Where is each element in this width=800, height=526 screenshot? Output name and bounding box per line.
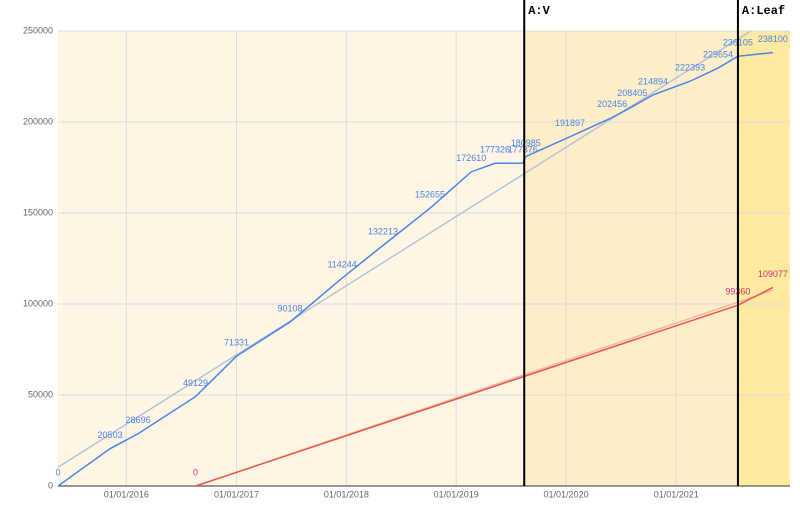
- data-label: 229654: [703, 49, 733, 59]
- data-label: 49129: [183, 378, 208, 388]
- annotation-label: A:Leaf: [742, 4, 785, 18]
- series-line: [58, 51, 773, 486]
- data-label: 177376: [508, 145, 538, 155]
- band: [737, 31, 790, 486]
- x-tick-label: 01/01/2018: [324, 489, 369, 499]
- x-tick-label: 01/01/2017: [214, 489, 259, 499]
- data-label: 114244: [327, 259, 356, 269]
- y-tick-label: 50000: [28, 389, 53, 399]
- x-tick-label: 01/01/2020: [544, 489, 589, 499]
- y-tick-label: 150000: [23, 207, 53, 217]
- data-label: 0: [193, 467, 198, 477]
- data-label: 28696: [126, 415, 151, 425]
- data-label: 172610: [456, 153, 486, 163]
- data-label: 177326: [480, 145, 510, 155]
- data-label: 191897: [555, 118, 585, 128]
- y-tick-label: 0: [48, 480, 53, 490]
- x-tick-label: 01/01/2019: [434, 489, 479, 499]
- y-tick-label: 250000: [23, 25, 53, 35]
- data-label: 71331: [224, 338, 249, 348]
- y-tick-label: 100000: [23, 298, 53, 308]
- band: [524, 31, 738, 486]
- data-label: 0: [55, 467, 60, 477]
- data-label: 109077: [758, 269, 788, 279]
- data-label: 180985: [511, 138, 541, 148]
- data-label: 208405: [617, 88, 647, 98]
- data-label: 20503: [98, 430, 123, 440]
- data-label: 222393: [675, 63, 705, 73]
- y-tick-label: 200000: [23, 116, 53, 126]
- annotation-label: A:V: [528, 4, 550, 18]
- trendline: [58, 31, 753, 468]
- x-tick-label: 01/01/2021: [654, 489, 699, 499]
- band: [58, 31, 525, 486]
- data-label: 238100: [758, 34, 788, 44]
- data-label: 132213: [368, 227, 398, 237]
- x-tick-label: 01/01/2016: [104, 489, 149, 499]
- data-label: 90108: [278, 303, 303, 313]
- data-label: 214894: [638, 76, 668, 86]
- data-label: 152655: [415, 190, 445, 200]
- data-label: 202456: [597, 99, 627, 109]
